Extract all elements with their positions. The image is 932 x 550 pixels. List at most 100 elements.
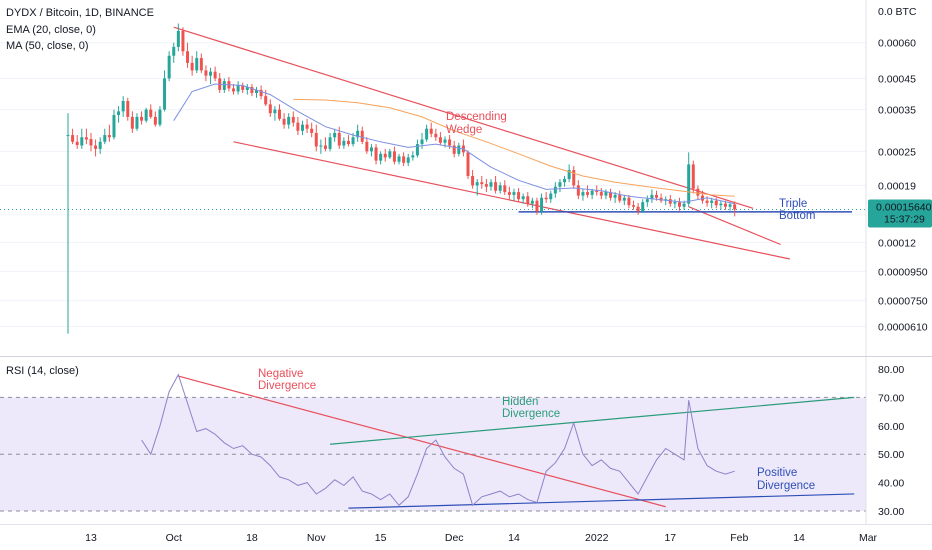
candlestick-series <box>66 23 737 334</box>
candle-body <box>319 145 323 147</box>
rsi-level-lines <box>0 396 866 512</box>
rsi-legend[interactable]: RSI (14, close) <box>6 365 79 377</box>
price-axis[interactable]: 0.0000610 0.0000750 0.0000950 0.00012 0.0001… <box>865 0 932 356</box>
candle-body <box>406 157 410 163</box>
ma-50-line <box>293 98 735 197</box>
candle-body <box>176 30 180 47</box>
candle-body <box>609 192 613 198</box>
candle-body <box>383 153 387 158</box>
candle-body <box>356 130 360 138</box>
candle-body <box>466 152 470 176</box>
candle-body <box>84 137 88 140</box>
candle-body <box>328 137 332 149</box>
candle-body <box>420 139 424 145</box>
hidden-divergence-label-2: Divergence <box>502 408 560 420</box>
candle-body <box>425 128 429 140</box>
candle-body <box>153 116 157 125</box>
candle-body <box>369 147 373 152</box>
candle-body <box>107 135 111 138</box>
rsi-axis-ticks: 30.00 40.00 50.00 60.00 70.00 80.00 <box>878 364 904 518</box>
triple-bottom-label-1: Triple <box>779 198 807 210</box>
candle-body <box>535 200 539 212</box>
time-axis[interactable]: 13 Oct 18 Nov 15 Dec 14 2022 17 Feb 14 Mar <box>0 524 932 545</box>
candle-body <box>632 205 636 207</box>
candle-body <box>507 192 511 195</box>
candle-body <box>728 204 732 207</box>
candle-body <box>121 101 125 112</box>
last-price-tag-bg <box>868 199 932 228</box>
price-tick-label: 0.0000950 <box>878 266 928 278</box>
ma-legend[interactable]: MA (50, close, 0) <box>6 40 89 52</box>
candle-body <box>691 164 695 189</box>
candle-body <box>66 135 70 137</box>
candle-body <box>209 71 213 76</box>
negative-divergence-label-2: Divergence <box>258 380 316 392</box>
candle-body <box>604 192 608 196</box>
candle-body <box>650 194 654 200</box>
rsi-pane[interactable]: RSI (14, close) Negative Divergence Hidd… <box>0 365 866 512</box>
candle-body <box>553 186 557 194</box>
candle-body <box>558 182 562 187</box>
triple-bottom-annotation: Triple Bottom <box>779 198 815 222</box>
candle-body <box>448 139 452 146</box>
time-tick-label: Dec <box>445 532 464 544</box>
price-axis-top-tick: 0.0 BTC <box>878 6 917 18</box>
ema-20-line <box>173 83 735 205</box>
candle-body <box>195 58 199 71</box>
candle-body <box>540 197 544 212</box>
positive-divergence-annotation: Positive Divergence <box>757 467 815 492</box>
candle-body <box>517 192 521 200</box>
candle-body <box>714 200 718 206</box>
candle-body <box>696 188 700 196</box>
candle-body <box>117 111 121 116</box>
wedge-trendline <box>173 26 754 209</box>
candle-body <box>549 193 553 200</box>
candle-body <box>333 132 337 138</box>
triple-bottom-label-2: Bottom <box>779 210 815 222</box>
price-pane[interactable]: DYDX / Bitcoin, 1D, BINANCE EMA (20, clo… <box>0 7 866 334</box>
ema-legend[interactable]: EMA (20, close, 0) <box>6 24 96 36</box>
candle-body <box>402 156 406 163</box>
candle-body <box>733 204 737 210</box>
candle-body <box>411 155 415 158</box>
candle-body <box>172 46 176 56</box>
price-tick-label: 0.00025 <box>878 146 916 158</box>
candle-body <box>521 196 525 200</box>
divergence-trendline <box>178 375 666 508</box>
divergence-trendline <box>330 396 855 445</box>
negative-divergence-annotation: Negative Divergence <box>258 368 316 392</box>
wedge-trendline <box>233 141 790 260</box>
candle-body <box>167 55 171 79</box>
negative-divergence-label-1: Negative <box>258 368 303 380</box>
candle-body <box>80 137 84 146</box>
positive-divergence-label-1: Positive <box>757 467 797 479</box>
candle-body <box>250 86 254 94</box>
candle-body <box>213 71 217 79</box>
candle-body <box>590 190 594 195</box>
candle-body <box>158 109 162 125</box>
time-tick-label: 18 <box>246 532 258 544</box>
bar-countdown: 15:37:29 <box>884 214 925 226</box>
candle-body <box>457 145 461 154</box>
candle-body <box>645 199 649 203</box>
candle-body <box>112 115 116 138</box>
rsi-line <box>141 373 735 507</box>
candle-body <box>287 116 291 125</box>
candle-body <box>581 192 585 196</box>
candle-body <box>475 182 479 186</box>
candle-body <box>163 78 167 110</box>
candle-body <box>305 124 309 129</box>
time-axis-ticks: 13 Oct 18 Nov 15 Dec 14 2022 17 Feb 14 Mar <box>85 532 877 544</box>
candle-body <box>434 133 438 138</box>
candle-body <box>296 122 300 131</box>
rsi-axis[interactable]: 30.00 40.00 50.00 60.00 70.00 80.00 <box>865 357 904 524</box>
candle-body <box>705 200 709 203</box>
candle-body <box>190 62 194 71</box>
candle-body <box>241 85 245 90</box>
candle-body <box>595 190 599 193</box>
price-gridlines <box>0 42 866 327</box>
candle-body <box>655 194 659 198</box>
candle-body <box>677 202 681 207</box>
last-price-value: 0.00015640 <box>876 202 932 214</box>
